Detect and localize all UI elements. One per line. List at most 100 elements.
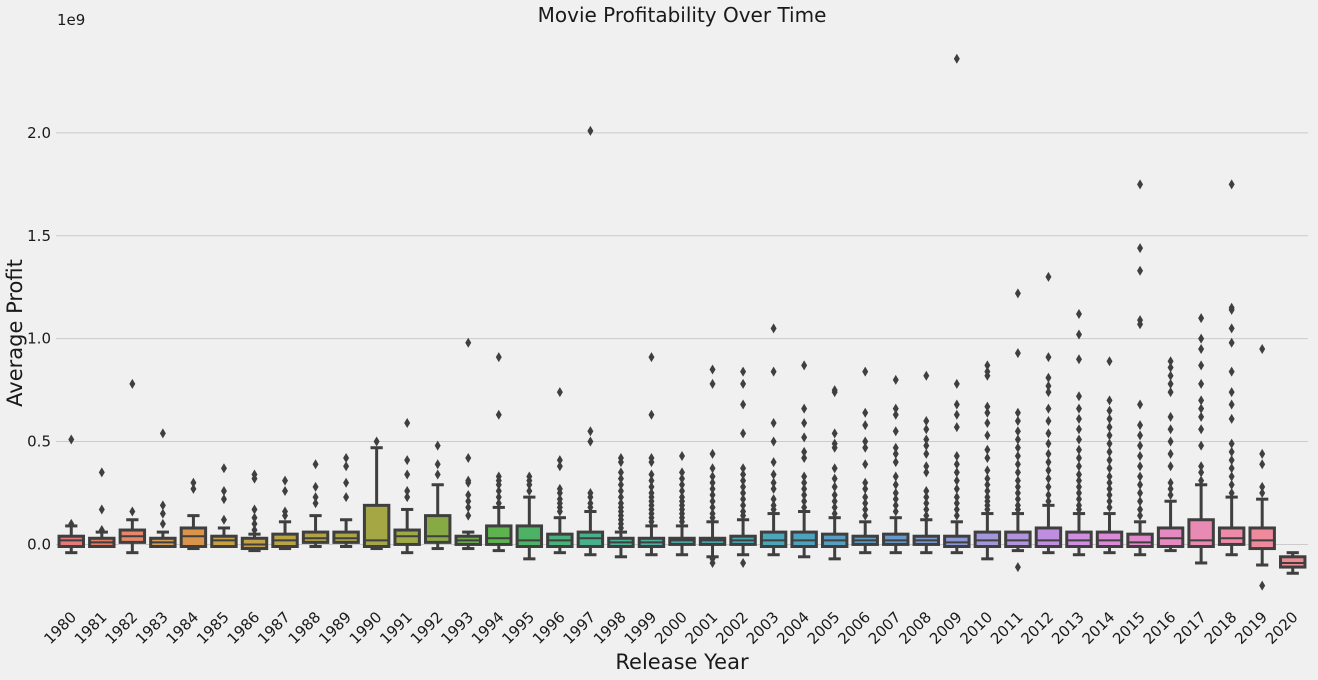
outlier-point — [495, 409, 502, 420]
outlier-point — [709, 553, 716, 564]
box-iqr — [1034, 526, 1063, 548]
outlier-point — [1198, 395, 1205, 406]
outlier-point — [892, 471, 899, 482]
box-iqr — [485, 524, 513, 546]
outlier-point — [984, 492, 991, 503]
outlier-point — [587, 498, 594, 509]
outlier-point — [1198, 440, 1205, 451]
x-tick-label: 2010 — [956, 608, 996, 648]
outlier-point — [1075, 403, 1082, 414]
outlier-point — [465, 337, 472, 348]
outlier-point — [1075, 424, 1082, 435]
outlier-point — [1167, 411, 1174, 422]
outlier-point — [1137, 479, 1144, 490]
outlier-point — [1045, 457, 1052, 468]
outlier-point — [953, 504, 960, 515]
outlier-point — [1075, 444, 1082, 455]
outlier-point — [1228, 179, 1235, 190]
x-axis-label: Release Year — [615, 650, 749, 674]
outlier-point — [740, 463, 747, 474]
outlier-point — [1259, 343, 1266, 354]
outlier-point — [1014, 459, 1021, 470]
outlier-point — [1106, 413, 1113, 424]
outlier-point — [526, 471, 533, 482]
outlier-point — [495, 492, 502, 503]
outlier-point — [68, 434, 75, 445]
outlier-point — [1045, 465, 1052, 476]
box-2009 — [943, 53, 971, 555]
box-1983 — [149, 428, 177, 548]
outlier-point — [923, 440, 930, 451]
x-tick-label: 2018 — [1201, 608, 1241, 648]
outlier-point — [1137, 510, 1144, 521]
outlier-point — [1137, 420, 1144, 431]
outlier-point — [1014, 467, 1021, 478]
outlier-point — [862, 420, 869, 431]
outlier-point — [953, 492, 960, 503]
outlier-point — [190, 477, 197, 488]
outlier-point — [1075, 469, 1082, 480]
outlier-point — [984, 473, 991, 484]
outlier-point — [617, 485, 624, 496]
outlier-point — [1137, 461, 1144, 472]
outlier-point — [1014, 475, 1021, 486]
box-1988 — [301, 459, 330, 548]
outlier-point — [1014, 442, 1021, 453]
box-1987 — [271, 475, 299, 551]
outlier-point — [1014, 407, 1021, 418]
outlier-point — [892, 500, 899, 511]
outlier-point — [862, 492, 869, 503]
outlier-point — [831, 438, 838, 449]
x-tick-label: 1994 — [468, 608, 508, 648]
outlier-point — [1228, 438, 1235, 449]
outlier-point — [770, 494, 777, 505]
box-iqr — [179, 526, 208, 548]
outlier-point — [587, 487, 594, 498]
box-iqr — [210, 534, 238, 548]
outlier-point — [617, 473, 624, 484]
outlier-point — [862, 498, 869, 509]
outlier-point — [587, 125, 594, 136]
outlier-point — [923, 424, 930, 435]
box-iqr — [1217, 526, 1246, 546]
outlier-point — [953, 483, 960, 494]
outlier-point — [1075, 354, 1082, 365]
outlier-point — [892, 506, 899, 517]
box-2016 — [1156, 356, 1185, 553]
outlier-point — [984, 418, 991, 429]
outlier-point — [1014, 494, 1021, 505]
outlier-point — [556, 387, 563, 398]
box-2019 — [1248, 343, 1276, 591]
outlier-point — [1106, 483, 1113, 494]
box-iqr — [1126, 532, 1154, 548]
x-tick-label: 1997 — [559, 608, 599, 648]
outlier-point — [740, 366, 747, 377]
outlier-point — [617, 479, 624, 490]
outlier-point — [770, 366, 777, 377]
outlier-point — [98, 525, 105, 536]
outlier-point — [404, 455, 411, 466]
outlier-point — [1014, 415, 1021, 426]
x-tick-label: 1980 — [40, 608, 80, 648]
x-tick-label: 1988 — [285, 608, 325, 648]
outlier-point — [953, 378, 960, 389]
outlier-point — [1045, 473, 1052, 484]
box-iqr — [423, 514, 452, 544]
outlier-point — [1137, 315, 1144, 326]
box-1994 — [485, 352, 513, 553]
outlier-point — [526, 485, 533, 496]
outlier-point — [923, 415, 930, 426]
outlier-point — [740, 494, 747, 505]
outlier-point — [251, 504, 258, 515]
x-tick-label: 2001 — [682, 608, 722, 648]
outlier-point — [984, 479, 991, 490]
outlier-point — [740, 506, 747, 517]
outlier-point — [923, 467, 930, 478]
outlier-point — [1198, 313, 1205, 324]
outlier-point — [1075, 453, 1082, 464]
outlier-point — [1228, 471, 1235, 482]
x-tick-label: 2000 — [651, 608, 691, 648]
outlier-point — [1075, 413, 1082, 424]
outlier-point — [831, 385, 838, 396]
outlier-point — [556, 483, 563, 494]
